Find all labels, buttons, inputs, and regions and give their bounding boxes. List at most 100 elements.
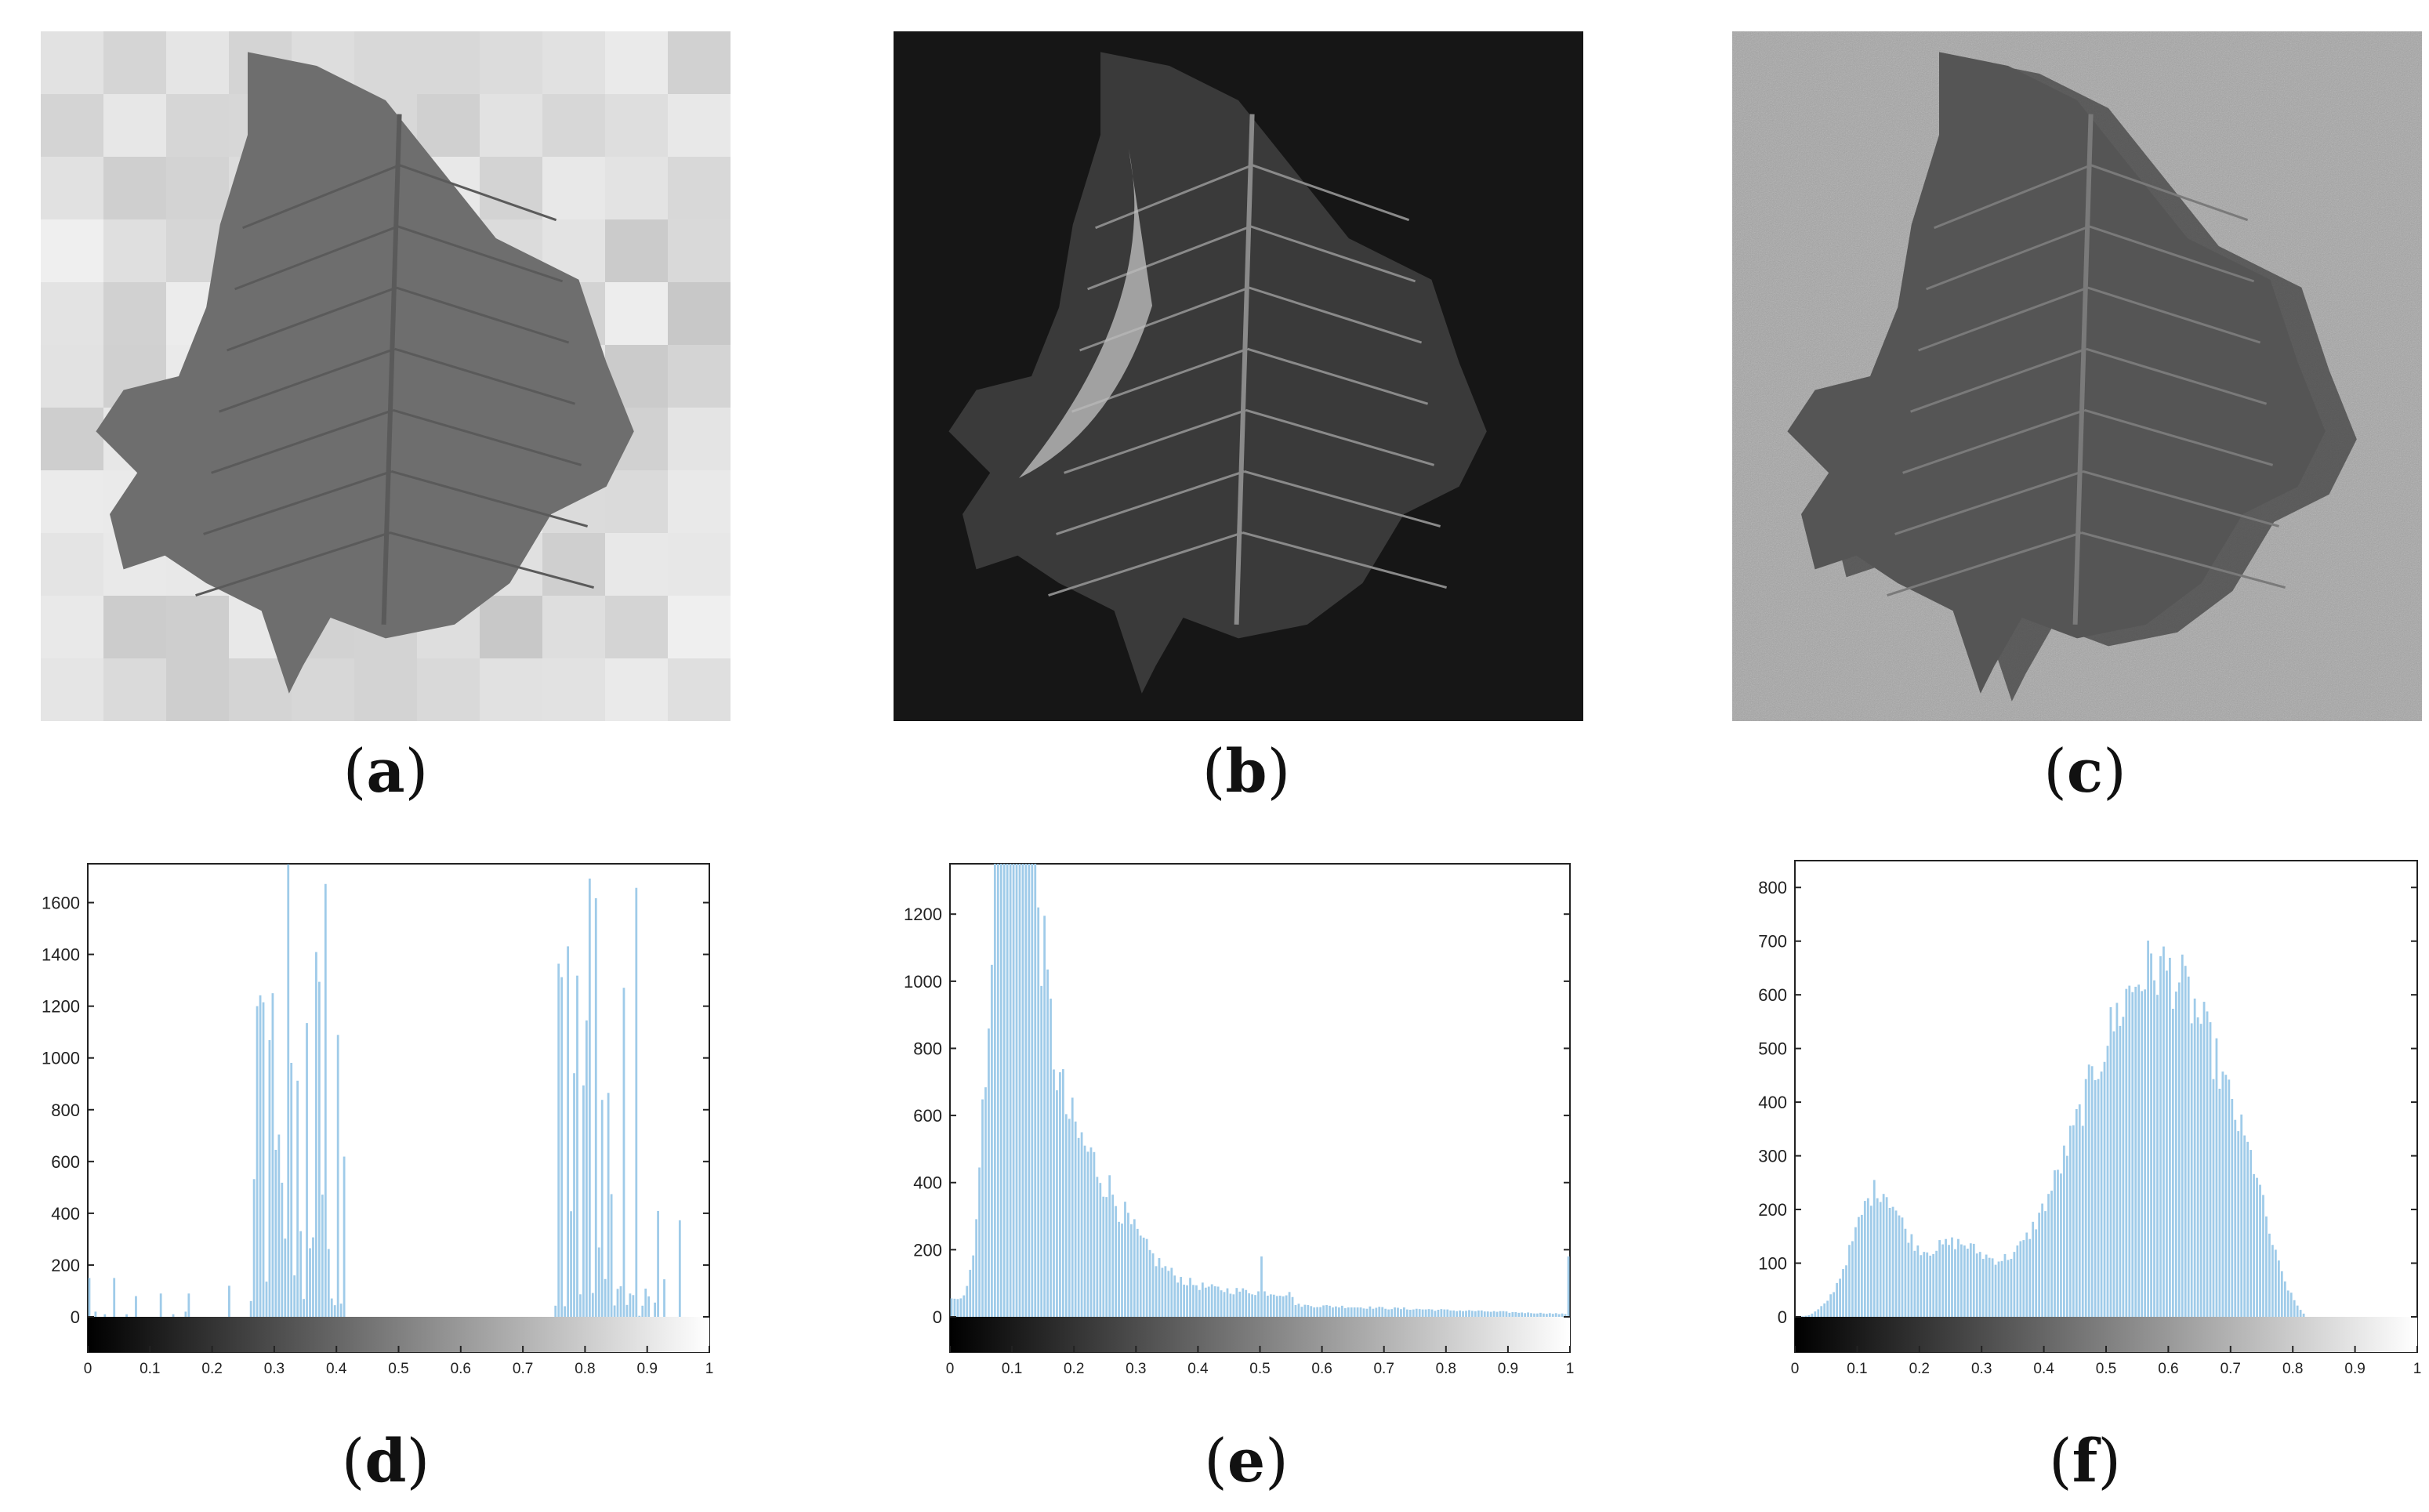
histogram-bar [1530,1313,1532,1317]
histogram-bar [613,1305,616,1317]
histogram-bar [1278,1296,1282,1317]
histogram-bar [1817,1309,1820,1317]
histogram-bar [625,1304,629,1317]
histogram-bar [1369,1306,1372,1317]
histogram-bar [2137,984,2141,1317]
histogram-bar [1155,1266,1158,1317]
y-tick-label: 0 [933,1307,942,1327]
histogram-bar [2274,1249,2277,1317]
leaf-vein [1242,531,1447,589]
histogram-bar [610,1194,613,1317]
histogram-bar [1969,1243,1972,1317]
histogram-bar [299,1231,302,1317]
leaf-vein [2090,164,2249,222]
histogram-bar [1932,1253,1935,1317]
background-tile [605,31,668,94]
x-tick-label: 0.7 [513,1361,533,1377]
histogram-bar [1863,1201,1866,1317]
histogram-bar [1869,1206,1873,1317]
histogram-bar [1400,1309,1402,1317]
y-tick-label: 200 [1758,1200,1787,1220]
histogram-bar [573,1073,575,1317]
histogram-bar [956,1299,959,1317]
x-tick-label: 0.9 [2344,1361,2365,1377]
histogram-bar [1080,1132,1083,1317]
histogram-bar [1860,1214,1863,1317]
histogram-bar [963,1295,966,1317]
leaf-vein [2086,347,2268,405]
histogram-bar [2144,989,2147,1317]
histogram-bar [1064,1114,1068,1317]
histogram-bar [2215,1038,2218,1317]
histogram-bar [293,1275,296,1317]
x-tick-label: 1 [705,1361,714,1377]
histogram-bar [1124,1202,1126,1317]
leaf-midrib [1234,114,1255,625]
histogram-bar [312,1237,314,1317]
histogram-bar [981,1099,984,1317]
histogram-bar [1873,1180,1876,1317]
histogram-bar [1972,1243,1975,1317]
histogram-bar [1926,1252,1929,1317]
histogram-bar [1394,1307,1396,1317]
histogram-bar [1994,1264,1997,1317]
histogram-bar [1002,864,1006,1317]
histogram-bar [2125,988,2128,1317]
histogram-bar [2047,1194,2050,1317]
histogram-bar [1910,1234,1913,1317]
histogram-bar [950,1298,953,1317]
histogram-bar [1031,864,1034,1317]
histogram-bar [1963,1245,1966,1317]
histogram-bar [1288,1292,1291,1317]
histogram-bar [2218,1089,2221,1317]
histogram-bar [616,1289,619,1317]
y-tick-label: 0 [71,1307,80,1327]
histogram-bar [1858,1216,1860,1317]
histogram-bar [2060,1173,2062,1317]
histogram-bar [1226,1288,1229,1317]
background-tile [41,408,103,470]
caption-f: (f) [2049,1426,2121,1496]
histogram-bar [644,1289,647,1317]
histogram-bar [1486,1311,1489,1317]
histogram-bar [2013,1252,2016,1317]
histogram-bar [1220,1290,1223,1317]
histogram-bar [1378,1307,1381,1317]
leaf-vein [390,531,594,589]
histogram-bar [1801,1316,1804,1317]
background-tile [41,596,103,658]
leaf-vein [203,470,393,535]
histogram-bar [2010,1259,2013,1317]
histogram-bar [262,1002,265,1317]
histogram-bar [1421,1309,1424,1317]
histogram-bar [1920,1255,1923,1317]
histogram-bar [2119,1025,2122,1317]
histogram-bar [1879,1202,1882,1317]
x-tick-label: 0.9 [636,1361,657,1377]
leaf-vein [1894,470,2084,535]
x-tick-label: 0.3 [264,1361,285,1377]
histogram-bar [1505,1311,1508,1317]
histogram-bar [1077,1137,1080,1317]
histogram-bar [1437,1310,1440,1317]
histogram-bar [2253,1173,2255,1317]
histogram-bar [333,1305,336,1317]
histogram-bar [1938,1240,1941,1317]
histogram-bar [2237,1131,2240,1317]
histogram-bar [1456,1311,1459,1317]
histogram-bar [953,1298,956,1317]
background-tile [41,658,103,721]
histogram-bar [265,1282,268,1317]
histogram-bar [315,952,317,1317]
histogram-bar [972,1255,975,1317]
histogram-bar [1192,1285,1195,1317]
histogram-bar [2265,1216,2268,1317]
leaf-vein [234,225,399,291]
histogram-bar [1322,1305,1325,1317]
histogram-bar [1851,1241,1854,1317]
x-tick-label: 0.4 [2033,1361,2054,1377]
histogram-bar [1275,1296,1278,1317]
leaf-vein [219,347,396,413]
histogram-bar [1845,1265,1847,1317]
